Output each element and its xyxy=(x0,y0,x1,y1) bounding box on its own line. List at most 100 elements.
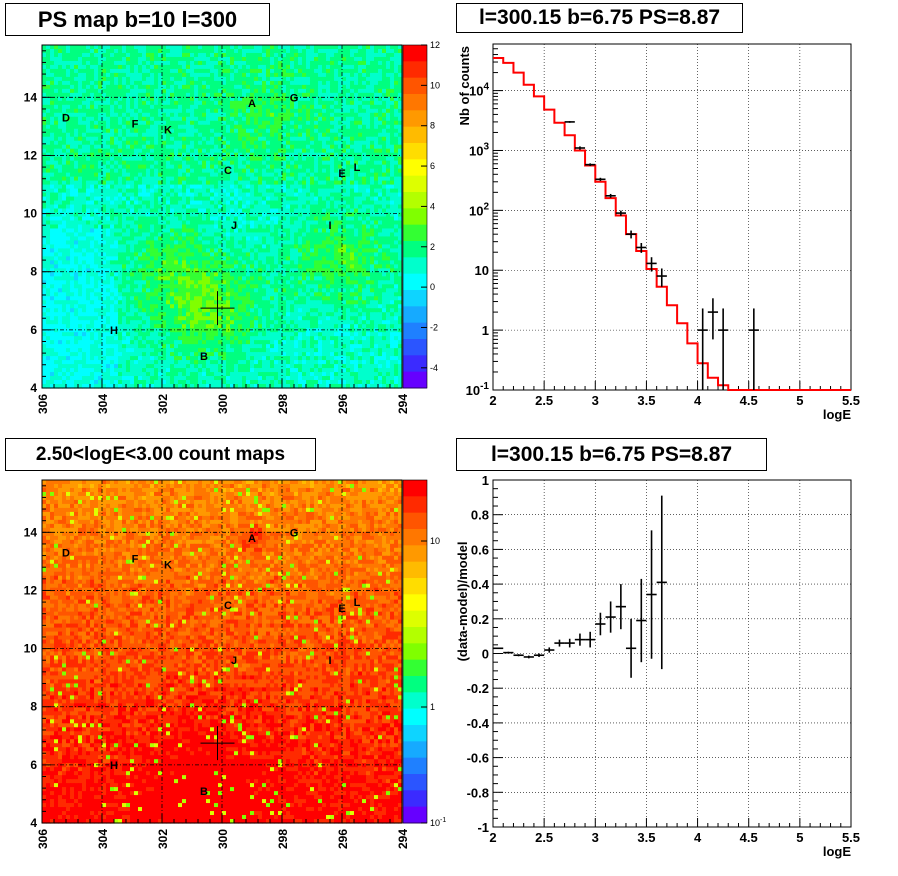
heatmap-cell xyxy=(326,236,331,242)
heatmap-cell xyxy=(354,48,359,54)
heatmap-cell xyxy=(242,45,247,50)
heatmap-cell xyxy=(314,148,319,154)
heatmap-cell xyxy=(366,260,371,265)
heatmap-cell xyxy=(322,140,327,146)
heatmap-cell xyxy=(358,220,363,226)
heatmap-cell xyxy=(118,264,123,269)
heatmap-cell xyxy=(74,180,79,186)
heatmap-cell xyxy=(342,204,347,210)
heatmap-cell xyxy=(398,188,403,194)
heatmap-cell xyxy=(66,256,71,261)
heatmap-cell xyxy=(82,64,87,70)
heatmap-cell xyxy=(162,100,167,106)
heatmap-cell xyxy=(50,116,55,122)
heatmap-cell xyxy=(98,112,103,118)
heatmap-cell xyxy=(378,184,383,190)
heatmap-cell xyxy=(330,52,335,58)
heatmap-cell xyxy=(230,184,235,190)
heatmap-cell xyxy=(310,76,315,82)
heatmap-cell xyxy=(370,112,375,118)
heatmap-cell xyxy=(330,160,335,166)
heatmap-cell xyxy=(314,168,319,174)
heatmap-cell xyxy=(358,64,363,70)
heatmap-cell xyxy=(194,132,199,138)
heatmap-cell xyxy=(230,108,235,114)
heatmap-cell xyxy=(270,232,275,238)
heatmap-cell xyxy=(370,180,375,186)
heatmap-cell xyxy=(278,108,283,114)
heatmap-cell xyxy=(390,232,395,238)
heatmap-cell xyxy=(362,144,367,150)
heatmap-cell xyxy=(94,144,99,150)
heatmap-cell xyxy=(334,200,339,206)
heatmap-cell xyxy=(210,104,215,110)
heatmap-cell xyxy=(398,232,403,238)
heatmap-cell xyxy=(270,136,275,142)
heatmap-cell xyxy=(338,248,343,253)
heatmap-cell xyxy=(142,152,147,158)
heatmap-cell xyxy=(222,220,227,226)
heatmap-cell xyxy=(154,108,159,114)
heatmap-cell xyxy=(310,56,315,62)
heatmap-cell xyxy=(358,120,363,126)
heatmap-cell xyxy=(142,108,147,114)
heatmap-cell xyxy=(250,176,255,182)
heatmap-cell xyxy=(218,204,223,210)
heatmap-cell xyxy=(178,120,183,126)
heatmap-cell xyxy=(362,136,367,142)
heatmap-cell xyxy=(326,80,331,86)
heatmap-cell xyxy=(66,80,71,86)
heatmap-cell xyxy=(50,92,55,98)
heatmap-cell xyxy=(286,148,291,154)
heatmap-cell xyxy=(342,244,347,250)
heatmap-cell xyxy=(46,168,51,174)
heatmap-cell xyxy=(210,148,215,154)
heatmap-cell xyxy=(178,60,183,66)
heatmap-cell xyxy=(78,180,83,186)
heatmap-cell xyxy=(138,168,143,174)
heatmap-cell xyxy=(146,48,151,54)
heatmap-cell xyxy=(74,216,79,222)
heatmap-cell xyxy=(350,72,355,78)
heatmap-cell xyxy=(110,236,115,242)
heatmap-cell xyxy=(394,96,399,102)
heatmap-cell xyxy=(158,176,163,182)
heatmap-cell xyxy=(290,52,295,58)
heatmap-cell xyxy=(42,96,47,102)
heatmap-cell xyxy=(178,204,183,210)
heatmap-cell xyxy=(246,100,251,106)
heatmap-cell xyxy=(106,208,111,214)
heatmap-cell xyxy=(286,180,291,186)
heatmap-cell xyxy=(70,72,75,78)
heatmap-cell xyxy=(286,240,291,246)
heatmap-cell xyxy=(90,256,95,261)
heatmap-cell xyxy=(50,128,55,134)
heatmap-cell xyxy=(386,136,391,142)
heatmap-cell xyxy=(246,164,251,170)
heatmap-cell xyxy=(362,152,367,158)
heatmap-cell xyxy=(46,252,51,257)
heatmap-cell xyxy=(330,232,335,238)
heatmap-cell xyxy=(150,172,155,178)
heatmap-cell xyxy=(66,216,71,222)
heatmap-cell xyxy=(298,152,303,158)
heatmap-cell xyxy=(206,220,211,226)
heatmap-cell xyxy=(378,132,383,138)
heatmap-cell xyxy=(382,204,387,210)
heatmap-cell xyxy=(94,224,99,230)
heatmap-cell xyxy=(70,88,75,94)
heatmap-cell xyxy=(46,232,51,238)
heatmap-cell xyxy=(262,208,267,214)
heatmap-cell xyxy=(166,188,171,194)
heatmap-cell xyxy=(42,128,47,134)
heatmap-cell xyxy=(86,120,91,126)
heatmap-cell xyxy=(122,76,127,82)
heatmap-cell xyxy=(318,188,323,194)
heatmap-cell xyxy=(334,208,339,214)
heatmap-cell xyxy=(302,180,307,186)
heatmap-cell xyxy=(210,108,215,114)
heatmap-cell xyxy=(158,120,163,126)
heatmap-cell xyxy=(326,76,331,82)
heatmap-cell xyxy=(346,140,351,146)
heatmap-cell xyxy=(98,224,103,230)
